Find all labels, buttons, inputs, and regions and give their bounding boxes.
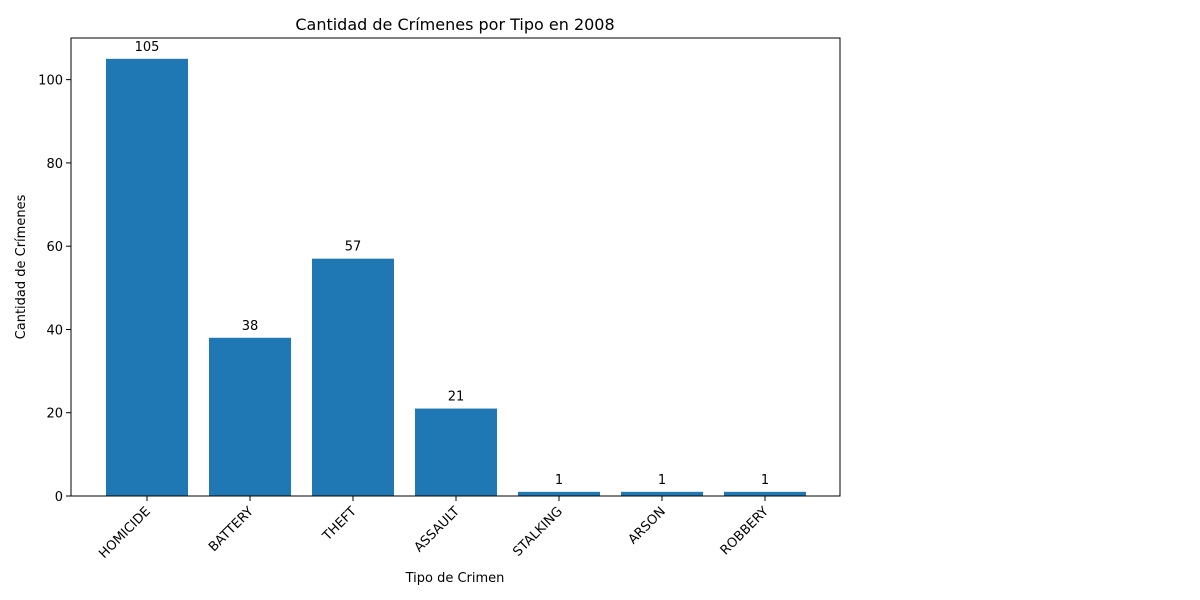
- y-axis-label: Cantidad de Crímenes: [14, 194, 29, 339]
- bar-stalking: [518, 491, 600, 496]
- data-label: 38: [242, 319, 259, 334]
- plot-frame: [70, 37, 841, 497]
- x-tick-label: ASSAULT: [412, 504, 463, 555]
- bar-assault: [415, 408, 497, 496]
- x-axis-label: Tipo de Crimen: [405, 571, 505, 586]
- y-tick-label: 60: [46, 240, 63, 255]
- bar-robbery: [724, 491, 806, 496]
- data-label: 57: [345, 240, 362, 255]
- x-tick-label: STALKING: [510, 504, 565, 559]
- data-label: 1: [555, 473, 563, 488]
- x-tick-label: HOMICIDE: [96, 504, 153, 561]
- bar-battery: [209, 337, 291, 496]
- bar-theft: [312, 258, 394, 496]
- y-tick-label: 100: [38, 74, 63, 89]
- x-axis: HOMICIDE BATTERY THEFT ASSAULT STALKING ARSON…: [96, 496, 772, 562]
- y-tick-label: 20: [46, 407, 63, 422]
- y-tick-label: 0: [55, 490, 63, 505]
- data-label: 105: [135, 40, 160, 55]
- data-label: 1: [658, 473, 666, 488]
- chart-title: Cantidad de Crímenes por Tipo en 2008: [295, 15, 614, 34]
- x-tick-label: ARSON: [626, 504, 669, 547]
- x-tick-label: BATTERY: [206, 504, 257, 555]
- bar-homicide: [106, 58, 188, 497]
- y-axis: 0 20 40 60 80 100: [38, 74, 71, 505]
- data-label: 21: [448, 390, 465, 405]
- data-label: 1: [761, 473, 769, 488]
- x-tick-label: THEFT: [319, 504, 359, 544]
- bar-arson: [621, 491, 703, 496]
- x-tick-label: ROBBERY: [718, 504, 772, 558]
- y-tick-label: 80: [46, 157, 63, 172]
- y-tick-label: 40: [46, 323, 63, 338]
